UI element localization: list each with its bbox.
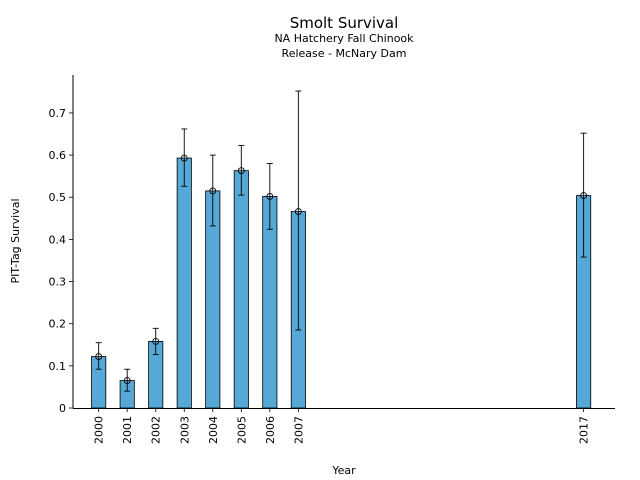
y-tick-label: 0.3: [49, 276, 67, 289]
x-tick-label-2006: 2006: [264, 416, 277, 444]
y-axis-label: PIT-Tag Survival: [9, 198, 22, 283]
y-tick-label: 0.4: [49, 233, 67, 246]
x-tick-label-2007: 2007: [292, 416, 305, 444]
x-axis-label: Year: [331, 464, 356, 477]
bar-2003: [176, 157, 192, 409]
y-ticks-group: 0 0.1 0.2 0.3 0.4 0.5 0.6 0.7: [49, 107, 73, 415]
point-marker-2007: [294, 208, 302, 216]
chart-subtitle-line-2: Release - McNary Dam: [282, 47, 407, 60]
x-tick-label-2003: 2003: [178, 416, 191, 444]
y-tick-label: 0.2: [49, 318, 67, 331]
point-marker-2004: [209, 187, 217, 195]
point-marker-2006: [266, 192, 274, 200]
point-marker-2000: [95, 353, 103, 361]
point-marker-2001: [123, 377, 131, 385]
point-marker-2002: [152, 337, 160, 345]
x-tick-label-2000: 2000: [93, 416, 106, 444]
y-tick-label: 0.7: [49, 107, 67, 120]
bars-group: [91, 157, 592, 409]
chart-title: Smolt Survival: [290, 14, 399, 32]
x-tick-label-2005: 2005: [235, 416, 248, 444]
bar-2005: [233, 170, 249, 409]
error-bars-group: [95, 90, 588, 392]
x-ticks-group: 2000 2001 2002 2003 2004 2005 2006 2007 2017: [93, 408, 591, 444]
x-tick-label-2004: 2004: [207, 416, 220, 444]
y-tick-label: 0.6: [49, 149, 67, 162]
y-tick-label: 0: [59, 402, 66, 415]
x-tick-label-2017: 2017: [578, 416, 591, 444]
point-marker-2005: [237, 167, 245, 175]
y-tick-label: 0.1: [49, 360, 67, 373]
x-tick-label-2002: 2002: [150, 416, 163, 444]
y-tick-label: 0.5: [49, 191, 67, 204]
chart-subtitle-line-1: NA Hatchery Fall Chinook: [274, 32, 414, 45]
point-marker-2017: [580, 192, 588, 200]
x-tick-label-2001: 2001: [121, 416, 134, 444]
point-marker-2003: [180, 154, 188, 162]
